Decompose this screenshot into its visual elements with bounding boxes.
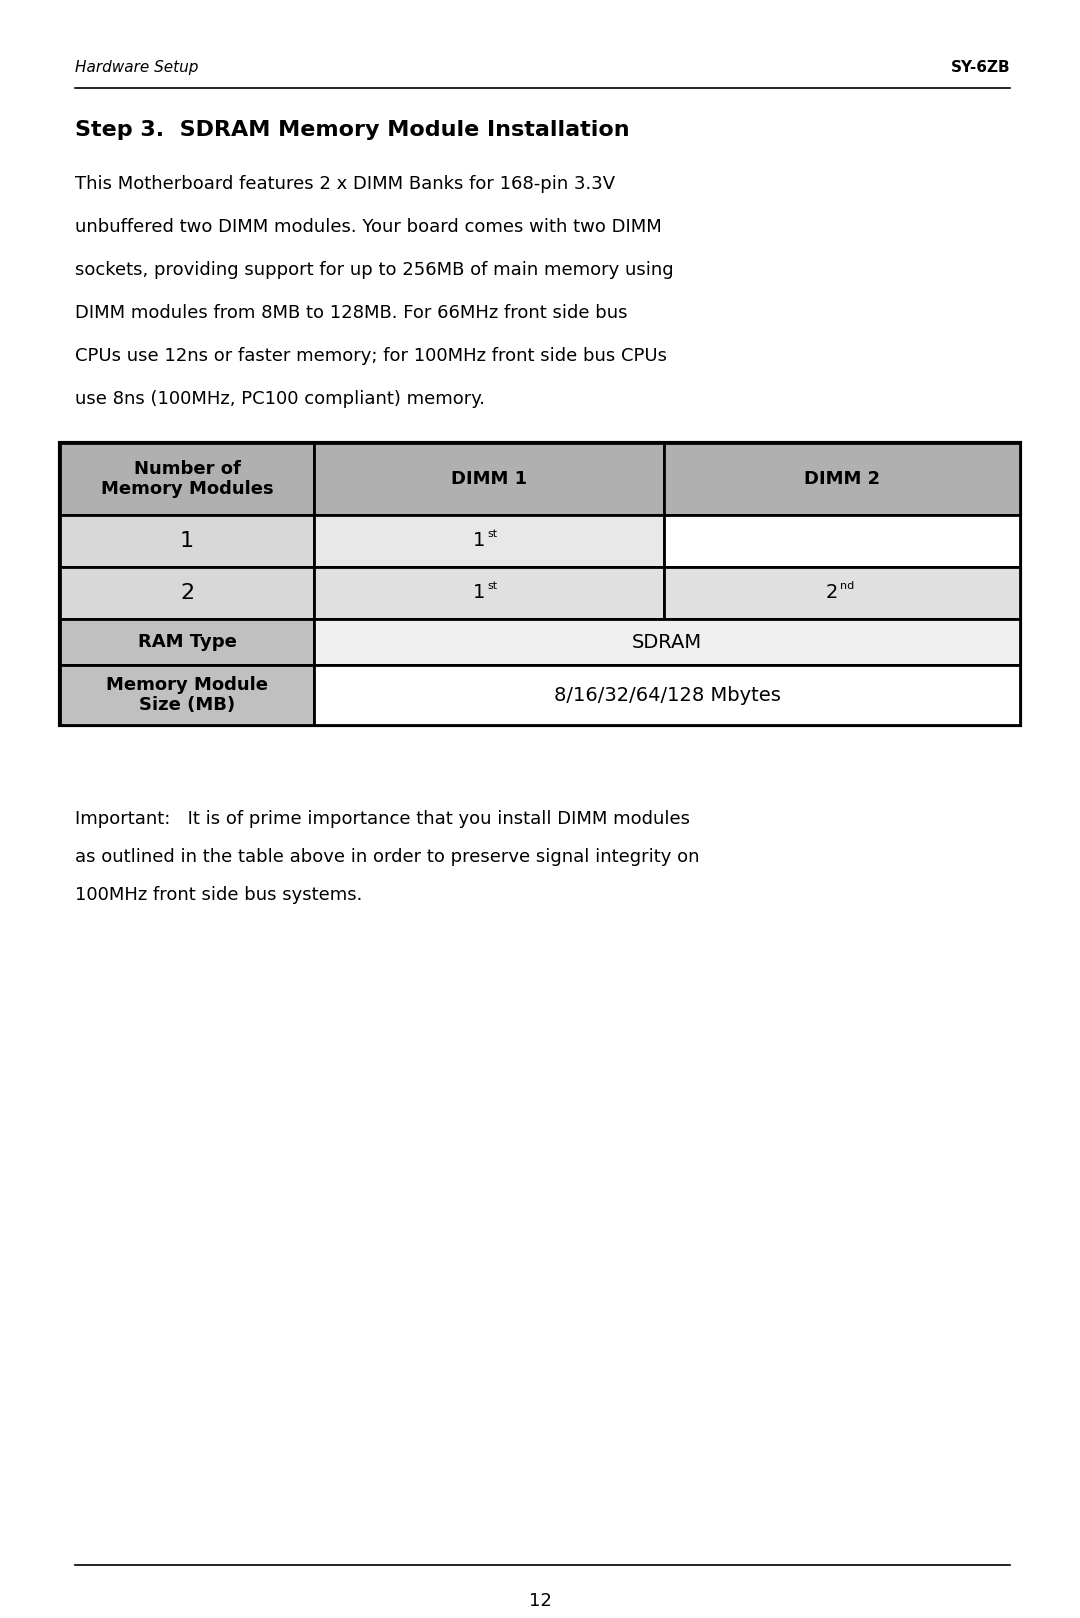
- Bar: [314, 665, 1020, 725]
- Text: nd: nd: [840, 581, 854, 591]
- Text: DIMM 2: DIMM 2: [804, 469, 880, 489]
- Text: 1: 1: [473, 584, 485, 602]
- Bar: [60, 620, 314, 665]
- Bar: [314, 620, 1020, 665]
- Bar: [664, 566, 1020, 620]
- Bar: [664, 443, 1020, 515]
- Text: CPUs use 12ns or faster memory; for 100MHz front side bus CPUs: CPUs use 12ns or faster memory; for 100M…: [75, 346, 667, 366]
- Text: st: st: [487, 581, 497, 591]
- Text: Step 3.  SDRAM Memory Module Installation: Step 3. SDRAM Memory Module Installation: [75, 120, 630, 141]
- Text: sockets, providing support for up to 256MB of main memory using: sockets, providing support for up to 256…: [75, 260, 674, 278]
- Text: 1: 1: [473, 531, 485, 550]
- Text: 12: 12: [528, 1592, 552, 1610]
- Text: DIMM 1: DIMM 1: [451, 469, 527, 489]
- Text: This Motherboard features 2 x DIMM Banks for 168-pin 3.3V: This Motherboard features 2 x DIMM Banks…: [75, 175, 616, 193]
- Text: Number of
Memory Modules: Number of Memory Modules: [100, 460, 273, 498]
- Text: Hardware Setup: Hardware Setup: [75, 60, 199, 74]
- Text: unbuffered two DIMM modules. Your board comes with two DIMM: unbuffered two DIMM modules. Your board …: [75, 218, 662, 236]
- Text: 2: 2: [825, 584, 838, 602]
- Text: 1: 1: [180, 531, 194, 552]
- Bar: [314, 443, 664, 515]
- Text: SDRAM: SDRAM: [632, 633, 702, 652]
- Text: Memory Module
Size (MB): Memory Module Size (MB): [106, 676, 268, 715]
- Bar: [60, 443, 1020, 725]
- Text: use 8ns (100MHz, PC100 compliant) memory.: use 8ns (100MHz, PC100 compliant) memory…: [75, 390, 485, 408]
- Bar: [664, 515, 1020, 566]
- Text: as outlined in the table above in order to preserve signal integrity on: as outlined in the table above in order …: [75, 848, 700, 866]
- Text: 8/16/32/64/128 Mbytes: 8/16/32/64/128 Mbytes: [554, 686, 781, 704]
- Bar: [314, 566, 664, 620]
- Text: RAM Type: RAM Type: [137, 633, 237, 650]
- Bar: [60, 566, 314, 620]
- Text: Important:   It is of prime importance that you install DIMM modules: Important: It is of prime importance tha…: [75, 811, 690, 828]
- Text: DIMM modules from 8MB to 128MB. For 66MHz front side bus: DIMM modules from 8MB to 128MB. For 66MH…: [75, 304, 627, 322]
- Bar: [60, 665, 314, 725]
- Text: st: st: [487, 529, 497, 539]
- Bar: [314, 515, 664, 566]
- Bar: [60, 443, 314, 515]
- Text: SY-6ZB: SY-6ZB: [950, 60, 1010, 74]
- Text: 2: 2: [180, 582, 194, 604]
- Text: 100MHz front side bus systems.: 100MHz front side bus systems.: [75, 887, 363, 904]
- Bar: [60, 515, 314, 566]
